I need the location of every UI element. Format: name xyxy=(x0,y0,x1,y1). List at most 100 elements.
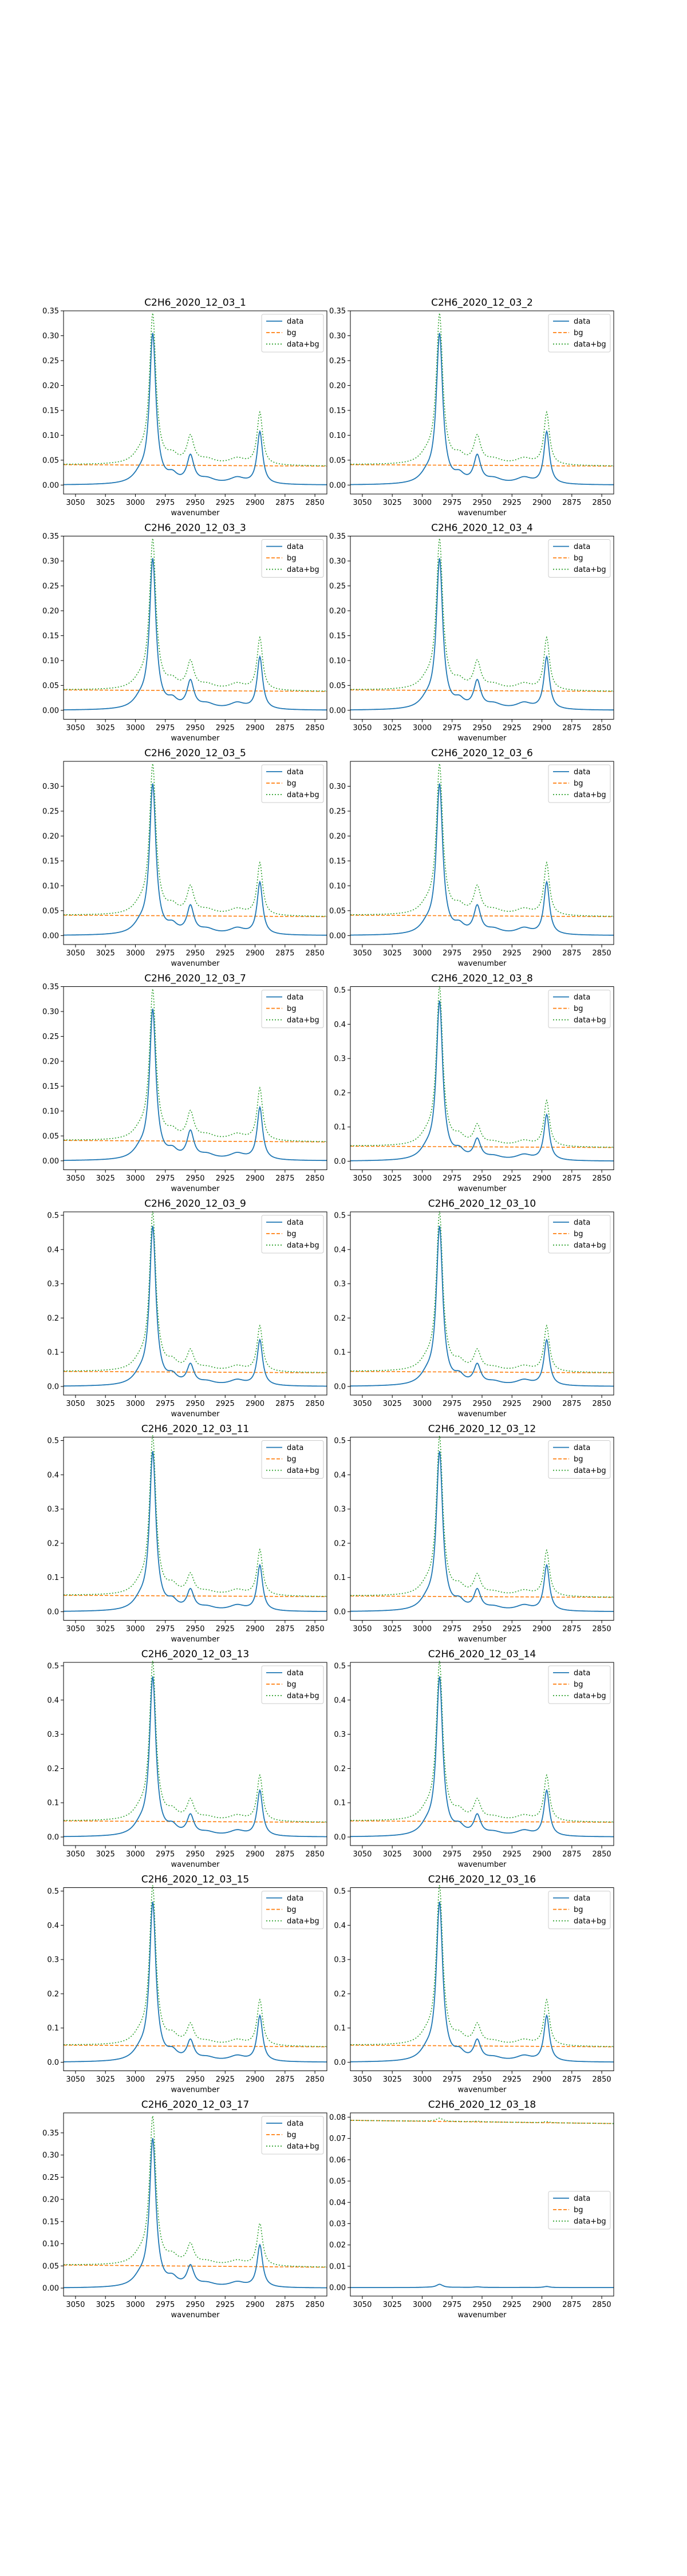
y-tick-label: 0.3 xyxy=(47,1506,59,1514)
x-tick-label: 2900 xyxy=(246,2076,264,2084)
y-tick-label: 0.0 xyxy=(334,1608,346,1617)
y-tick-label: 0.20 xyxy=(42,2196,59,2204)
x-tick-label: 2925 xyxy=(216,2301,235,2309)
x-axis-label: wavenumber xyxy=(171,2086,220,2095)
y-tick-label: 0.4 xyxy=(334,1922,346,1930)
x-tick-label: 2875 xyxy=(562,1850,581,1859)
x-tick-label: 3000 xyxy=(126,949,145,958)
x-tick-label: 2975 xyxy=(443,724,461,733)
x-tick-label: 2875 xyxy=(275,1175,294,1183)
legend-label: data+bg xyxy=(287,1917,319,1926)
x-tick-label: 2925 xyxy=(216,499,235,507)
subplot-4: C2H6_2020_12_03_4 3050 3025 3000 2975 2950 292… xyxy=(329,523,614,743)
x-axis-label: wavenumber xyxy=(457,2311,507,2320)
x-tick-label: 3050 xyxy=(353,2076,372,2084)
legend-label: data xyxy=(574,543,590,551)
x-tick-label: 2875 xyxy=(562,1400,581,1408)
x-tick-label: 2950 xyxy=(472,2076,491,2084)
y-tick-label: 0.3 xyxy=(47,1730,59,1739)
y-tick-label: 0.5 xyxy=(334,1211,346,1220)
series-data-plus-bg-line xyxy=(64,1211,327,1373)
x-tick-label: 2925 xyxy=(216,1625,235,1634)
subplot-17: C2H6_2020_12_03_17 3050 3025 3000 2975 2950 29… xyxy=(42,2099,327,2320)
y-tick-label: 0.20 xyxy=(42,832,59,841)
x-tick-label: 2975 xyxy=(156,1175,175,1183)
y-tick-label: 0.00 xyxy=(42,481,59,490)
legend-label: bg xyxy=(287,554,297,563)
series-data-plus-bg-line xyxy=(350,1884,614,2047)
legend-label: bg xyxy=(287,780,297,788)
x-axis-label: wavenumber xyxy=(171,1860,220,1869)
x-tick-label: 2975 xyxy=(156,2076,175,2084)
y-tick-label: 0.2 xyxy=(47,1539,59,1548)
x-tick-label: 2850 xyxy=(306,949,325,958)
legend-label: data+bg xyxy=(574,566,606,574)
x-tick-label: 2850 xyxy=(593,2301,611,2309)
legend-label: data xyxy=(574,1444,590,1452)
series-data-line xyxy=(64,1901,327,2063)
x-tick-label: 2950 xyxy=(472,1850,491,1859)
y-tick-label: 0.25 xyxy=(42,2174,59,2182)
y-tick-label: 0.0 xyxy=(47,1383,59,1392)
legend-label: bg xyxy=(287,1005,297,1013)
y-tick-label: 0.00 xyxy=(329,706,346,715)
y-tick-label: 0.1 xyxy=(334,1349,346,1357)
y-tick-label: 0.30 xyxy=(42,2151,59,2160)
y-tick-label: 0.0 xyxy=(334,1834,346,1842)
x-axis-label: wavenumber xyxy=(457,2086,507,2095)
legend-box xyxy=(261,1440,324,1479)
series-data-line xyxy=(64,1676,327,1838)
subplot-11: C2H6_2020_12_03_11 3050 3025 3000 2975 2950 29… xyxy=(47,1424,327,1644)
legend-label: bg xyxy=(574,554,583,563)
x-tick-label: 2875 xyxy=(275,1850,294,1859)
series-bg-line xyxy=(64,1370,327,1373)
y-tick-label: 0.20 xyxy=(329,832,346,841)
y-tick-label: 0.06 xyxy=(329,2156,346,2164)
legend-label: data xyxy=(287,318,303,326)
series-data-line xyxy=(350,558,614,711)
y-tick-label: 0.15 xyxy=(329,632,346,641)
legend-label: data+bg xyxy=(287,341,319,349)
y-tick-label: 0.5 xyxy=(47,1437,59,1445)
y-tick-label: 0.0 xyxy=(47,1834,59,1842)
series-bg-line xyxy=(64,689,327,692)
x-axis-label: wavenumber xyxy=(457,1185,507,1194)
y-tick-label: 0.30 xyxy=(329,783,346,791)
y-tick-label: 0.35 xyxy=(42,2129,59,2138)
x-tick-label: 3000 xyxy=(413,499,432,507)
x-tick-label: 2900 xyxy=(532,1850,551,1859)
subplot-8: C2H6_2020_12_03_8 3050 3025 3000 2975 2950 292… xyxy=(334,973,614,1194)
subplot-5: C2H6_2020_12_03_5 3050 3025 3000 2975 2950 292… xyxy=(42,748,327,968)
x-tick-label: 2925 xyxy=(503,1400,522,1408)
legend-label: data+bg xyxy=(287,1692,319,1701)
x-tick-label: 2850 xyxy=(306,724,325,733)
legend: data bg data+bg xyxy=(261,539,324,578)
legend-box xyxy=(548,1440,611,1479)
x-tick-label: 3025 xyxy=(96,2301,115,2309)
x-tick-label: 2900 xyxy=(532,2301,551,2309)
x-tick-label: 2900 xyxy=(246,1175,264,1183)
y-tick-label: 0.4 xyxy=(47,1922,59,1930)
x-tick-label: 3025 xyxy=(96,2076,115,2084)
legend-box xyxy=(548,2191,611,2230)
x-tick-label: 2975 xyxy=(156,499,175,507)
x-tick-label: 3000 xyxy=(126,724,145,733)
legend: data bg data+bg xyxy=(261,990,324,1028)
y-tick-label: 0.05 xyxy=(42,456,59,465)
y-tick-label: 0.3 xyxy=(334,1730,346,1739)
x-tick-label: 2850 xyxy=(306,1400,325,1408)
legend-box xyxy=(261,1891,324,1929)
y-tick-label: 0.03 xyxy=(329,2220,346,2229)
x-tick-label: 3050 xyxy=(353,1625,372,1634)
x-tick-label: 2925 xyxy=(216,1400,235,1408)
legend-box xyxy=(548,1215,611,1254)
y-tick-label: 0.0 xyxy=(334,2059,346,2067)
series-data-plus-bg-line xyxy=(64,538,327,692)
x-tick-label: 2875 xyxy=(275,1400,294,1408)
x-tick-label: 2975 xyxy=(443,2301,461,2309)
series-data-plus-bg-line xyxy=(64,1884,327,2047)
x-tick-label: 2900 xyxy=(532,499,551,507)
x-tick-label: 2975 xyxy=(156,1400,175,1408)
x-tick-label: 3050 xyxy=(353,2301,372,2309)
